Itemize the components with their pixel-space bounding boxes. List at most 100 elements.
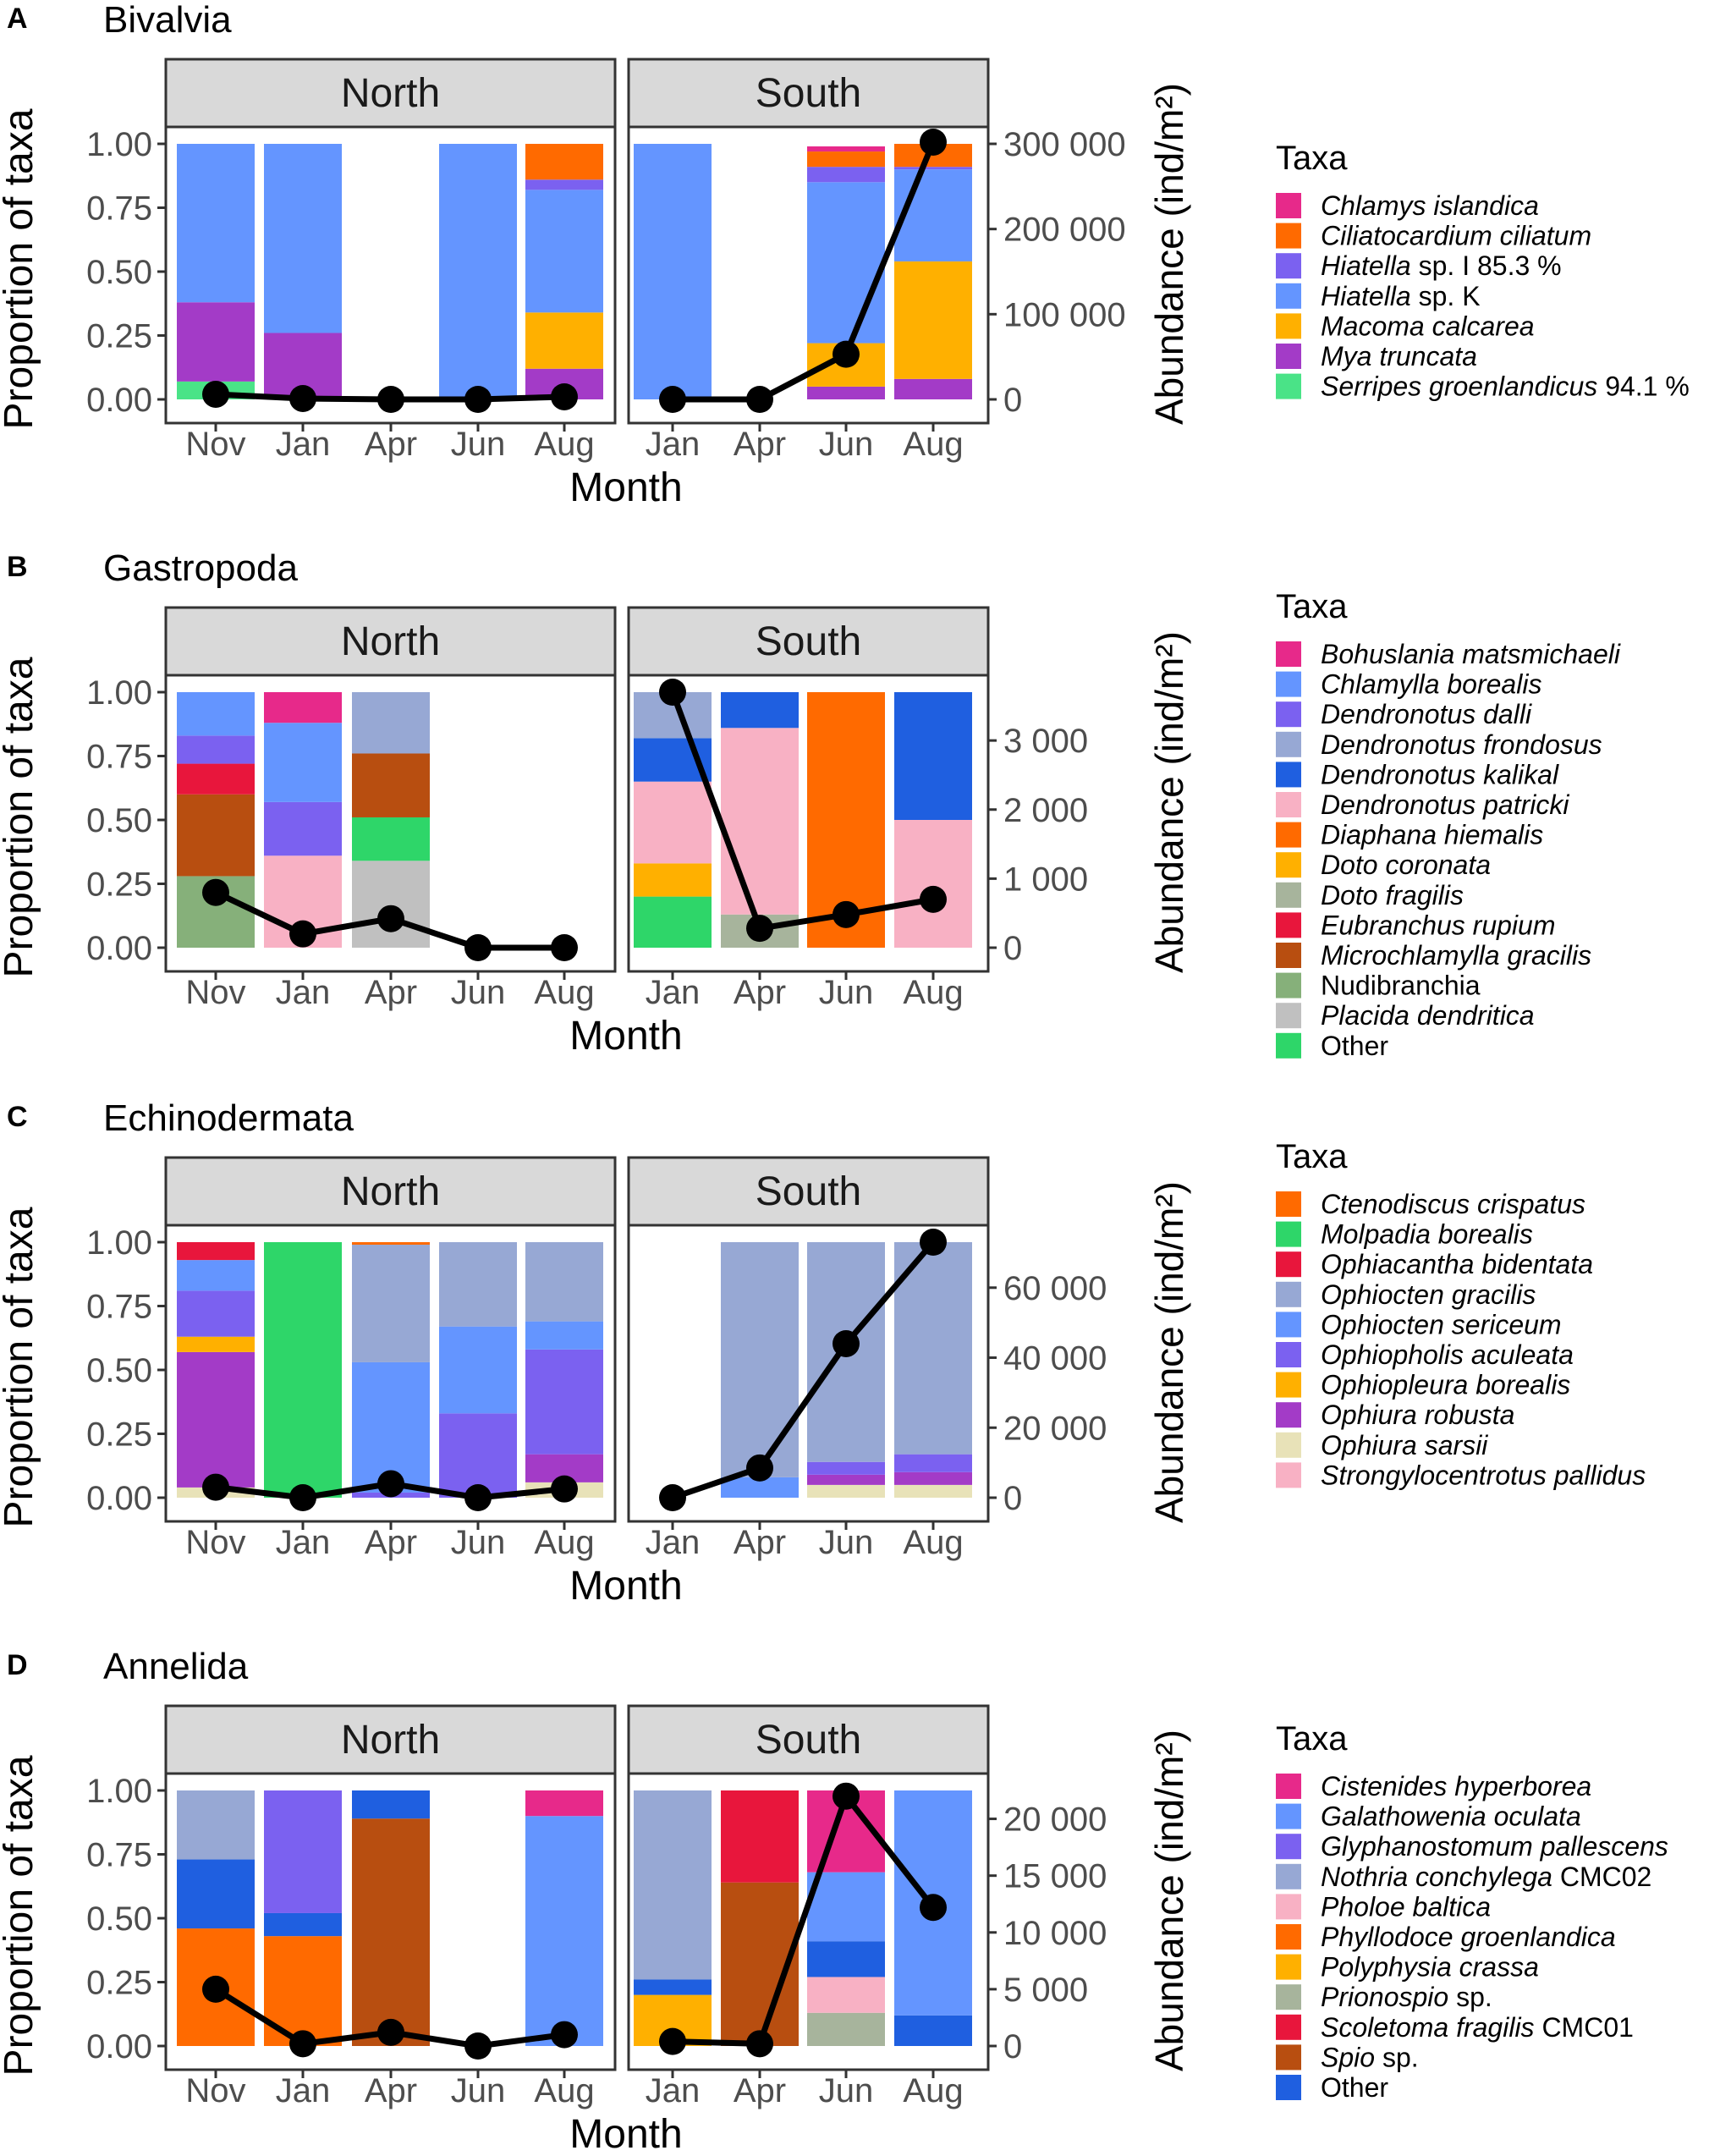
legend-label: Scoletoma fragilis CMC01 bbox=[1321, 2012, 1634, 2043]
legend-swatch bbox=[1276, 1924, 1301, 1950]
legend-swatch bbox=[1276, 2014, 1301, 2040]
bar-segment bbox=[264, 1790, 342, 1913]
y2-tick-label: 10 000 bbox=[1003, 1915, 1107, 1952]
x-tick-label: Jan bbox=[646, 2072, 701, 2109]
y-tick-label: 0.25 bbox=[86, 1965, 152, 2002]
y-tick-label: 0.00 bbox=[86, 382, 152, 419]
x-tick-label: Aug bbox=[903, 1524, 963, 1561]
legend-swatch bbox=[1276, 1342, 1301, 1367]
bar-segment bbox=[439, 1242, 517, 1327]
bar-segment bbox=[807, 167, 885, 183]
facet-north: North Nov Jan Apr Jun Aug bbox=[164, 1704, 617, 2109]
abundance-point bbox=[920, 1229, 947, 1256]
facet-strip bbox=[627, 606, 990, 677]
panel-title: Echinodermata bbox=[103, 1097, 354, 1139]
facet-strip-label: South bbox=[756, 1169, 861, 1214]
legend-label: Dendronotus dalli bbox=[1321, 699, 1532, 729]
abundance-point bbox=[833, 340, 860, 368]
x-tick-label: Aug bbox=[534, 974, 594, 1011]
y-tick-label: 0.50 bbox=[86, 802, 152, 839]
legend-swatch bbox=[1276, 1774, 1301, 1799]
bar-segment bbox=[177, 1351, 255, 1488]
legend-label: Ophiacantha bidentata bbox=[1321, 1249, 1593, 1279]
bar-segment bbox=[807, 386, 885, 399]
bar-segment bbox=[264, 692, 342, 723]
abundance-point bbox=[289, 384, 316, 412]
legend-label: Ophiura robusta bbox=[1321, 1400, 1514, 1430]
legend-label: Mya truncata bbox=[1321, 341, 1477, 371]
legend-swatch bbox=[1276, 671, 1301, 697]
legend-swatch bbox=[1276, 223, 1301, 249]
abundance-point bbox=[202, 1975, 229, 2003]
legend-label: Ciliatocardium ciliatum bbox=[1321, 221, 1591, 251]
bar-segment bbox=[352, 817, 430, 861]
facet-south: South Jan Apr Jun Aug bbox=[627, 58, 990, 463]
bar-segment bbox=[634, 863, 712, 897]
facet-strip-label: North bbox=[341, 71, 440, 116]
y2-tick-label: 2 000 bbox=[1003, 792, 1088, 829]
y2-axis-label: Abundance (ind/m²) bbox=[1147, 1730, 1191, 2071]
facet-strip-label: North bbox=[341, 619, 440, 664]
bar-segment bbox=[807, 151, 885, 168]
x-tick-label: Jan bbox=[276, 1524, 331, 1561]
abundance-line bbox=[673, 140, 937, 403]
abundance-point bbox=[464, 934, 492, 961]
facet-south: South Jan Apr Jun Aug bbox=[627, 1704, 990, 2109]
legend-swatch bbox=[1276, 2075, 1301, 2100]
bar-segment bbox=[894, 169, 972, 261]
legend-swatch bbox=[1276, 762, 1301, 788]
x-axis-label: Month bbox=[569, 2112, 682, 2156]
abundance-point bbox=[833, 900, 860, 928]
x-tick-label: Apr bbox=[734, 974, 786, 1011]
x-tick-label: Aug bbox=[903, 2072, 963, 2109]
legend-swatch bbox=[1276, 972, 1301, 998]
bar-segment bbox=[894, 167, 972, 170]
y-tick-label: 0.25 bbox=[86, 866, 152, 904]
x-tick-label: Jun bbox=[451, 426, 506, 463]
legend-label: Chlamylla borealis bbox=[1321, 669, 1541, 700]
abundance-point bbox=[202, 380, 229, 408]
bar-segment bbox=[177, 1242, 255, 1261]
legend-swatch bbox=[1276, 1312, 1301, 1338]
bar-segment bbox=[721, 1242, 799, 1477]
legend-swatch bbox=[1276, 1191, 1301, 1217]
facet-strip bbox=[164, 1156, 617, 1227]
x-tick-label: Jan bbox=[646, 1524, 701, 1561]
facet-strip bbox=[164, 606, 617, 677]
abundance-point bbox=[746, 386, 773, 413]
legend-swatch bbox=[1276, 1432, 1301, 1458]
legend-label: Phyllodoce groenlandica bbox=[1321, 1922, 1616, 1952]
x-tick-label: Jun bbox=[451, 1524, 506, 1561]
legend-swatch bbox=[1276, 2044, 1301, 2071]
legend-label: Prionospio sp. bbox=[1321, 1982, 1492, 2012]
bar-segment bbox=[352, 692, 430, 754]
legend-title: Taxa bbox=[1276, 1720, 1348, 1757]
bar-segment bbox=[894, 1471, 972, 1485]
legend-label: Chlamys islandica bbox=[1321, 190, 1539, 221]
abundance-line bbox=[672, 1793, 936, 2047]
abundance-point bbox=[464, 1484, 492, 1511]
x-tick-label: Jun bbox=[819, 974, 874, 1011]
abundance-point bbox=[551, 382, 578, 410]
legend-swatch bbox=[1276, 344, 1301, 369]
bar-segment bbox=[525, 1816, 603, 2046]
facet-strip bbox=[627, 58, 990, 129]
abundance-point bbox=[659, 1484, 686, 1511]
facet-south: South Jan Apr Jun Aug bbox=[627, 1156, 990, 1561]
x-tick-label: Apr bbox=[734, 1524, 786, 1561]
legend-label: Ophiopholis aculeata bbox=[1321, 1339, 1574, 1370]
abundance-point bbox=[551, 934, 578, 961]
facet-north: North Nov Jan Apr Jun Aug bbox=[164, 58, 617, 463]
bar-segment bbox=[807, 146, 885, 152]
facet-strip-label: North bbox=[341, 1718, 440, 1763]
y-tick-label: 0.50 bbox=[86, 254, 152, 291]
abundance-point bbox=[659, 386, 686, 413]
y-tick-label: 1.00 bbox=[86, 126, 152, 163]
x-tick-label: Apr bbox=[365, 1524, 417, 1561]
bar-segment bbox=[634, 1979, 712, 1995]
legend-swatch bbox=[1276, 912, 1301, 938]
bar-segment bbox=[894, 378, 972, 399]
facet-strip-label: North bbox=[341, 1169, 440, 1214]
